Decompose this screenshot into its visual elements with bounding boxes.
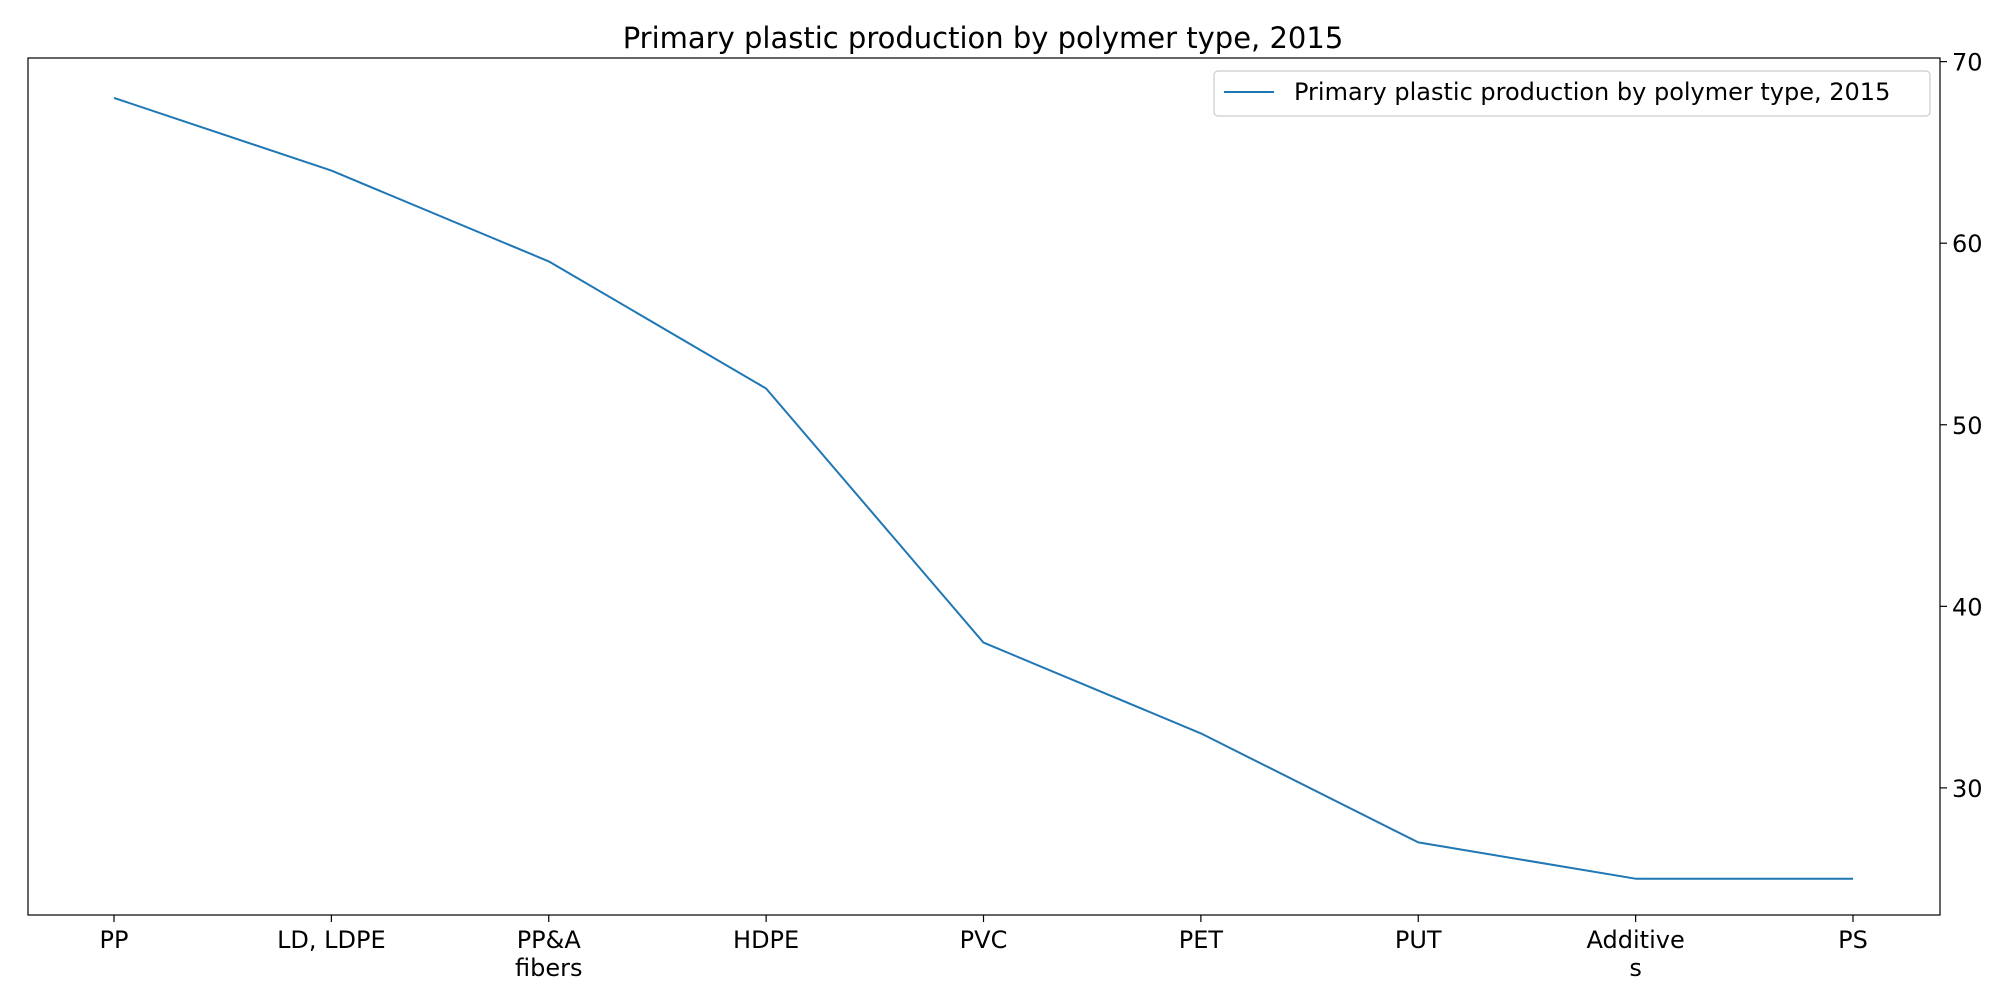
y-tick-label: 50	[1952, 412, 1983, 440]
y-tick-label: 30	[1952, 775, 1983, 803]
legend: Primary plastic production by polymer ty…	[1213, 70, 1931, 117]
x-tick-label: PP&A fibers	[515, 926, 583, 982]
series-line	[113, 96, 1853, 880]
y-tick-label: 60	[1952, 230, 1983, 258]
y-tick-label: 70	[1952, 49, 1983, 77]
legend-label: Primary plastic production by polymer ty…	[1294, 78, 1890, 106]
chart-title: Primary plastic production by polymer ty…	[623, 21, 1344, 55]
x-tick-label: LD, LDPE	[277, 926, 386, 954]
x-tick-label: PS	[1838, 926, 1868, 954]
x-axis: PP LD, LDPE PP&A fibers HDPE PVC PET PUT Additiv…	[100, 915, 1868, 982]
x-tick-label: PUT	[1395, 926, 1442, 954]
x-tick-label: PET	[1179, 926, 1224, 954]
series-layer	[113, 96, 1853, 880]
y-axis: 30 40 50 60 70	[1940, 49, 1983, 803]
x-tick-label: PVC	[960, 926, 1008, 954]
y-tick-label: 40	[1952, 593, 1983, 621]
x-tick-label: PP	[100, 926, 129, 954]
x-tick-label: HDPE	[733, 926, 799, 954]
legend-box	[1213, 70, 1931, 117]
x-tick-label: Additive s	[1587, 926, 1685, 982]
